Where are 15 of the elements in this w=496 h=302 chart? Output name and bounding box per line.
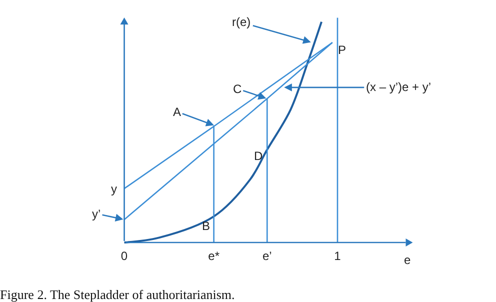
x-tick-label: e’ <box>262 249 272 263</box>
annotation: C <box>233 82 242 96</box>
x-tick-label: 0 <box>120 249 128 263</box>
annotation: B <box>202 219 210 233</box>
annotation: A <box>173 105 182 119</box>
x-tick-label: e* <box>208 249 220 263</box>
annotation: y <box>111 182 117 196</box>
annotation: y’ <box>92 207 101 221</box>
annotation: P <box>338 43 346 57</box>
x-axis-title: e <box>404 253 411 267</box>
annotation: D <box>254 149 263 163</box>
annotation: (x – y’)e + y’ <box>366 80 432 94</box>
x-tick-label: 1 <box>334 249 342 263</box>
annotation: r(e) <box>232 15 251 29</box>
text: Figure 2. The Stepladder of authoritarianism. <box>0 287 235 302</box>
